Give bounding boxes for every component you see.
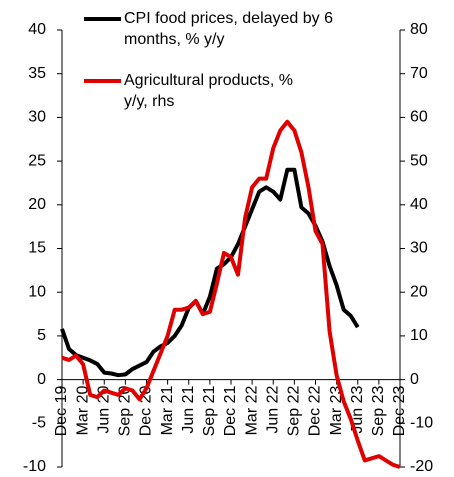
y2-tick-label: 60 [410, 109, 428, 126]
x-tick-label: Dec 23 [391, 386, 408, 437]
y2-tick-label: 70 [410, 65, 428, 82]
x-tick-label: Dec 19 [53, 386, 70, 437]
y2-tick-label: 80 [410, 21, 428, 38]
x-tick-label: Mar 21 [159, 385, 176, 435]
y2-tick-label: -20 [410, 458, 433, 475]
x-tick-label: Mar 20 [74, 385, 91, 435]
x-tick-label: Sep 22 [286, 386, 303, 437]
x-tick-label: Mar 23 [328, 385, 345, 435]
legend-label: Agricultural products, % y/y, rhs [124, 72, 293, 110]
y-tick-label: 40 [28, 21, 46, 38]
x-tick-label: Sep 20 [117, 386, 134, 437]
x-tick-label: Sep 21 [201, 386, 218, 437]
x-tick-label: Dec 22 [307, 386, 324, 437]
x-tick-label: Jun 22 [264, 386, 281, 434]
y-tick-label: 35 [28, 65, 46, 82]
y2-tick-label: 0 [410, 371, 419, 388]
y-tick-label: -10 [23, 458, 46, 475]
y2-tick-label: -10 [410, 415, 433, 432]
legend-label: CPI food prices, delayed by 6 months, % … [124, 10, 334, 48]
y-tick-label: 25 [28, 152, 46, 169]
y2-tick-label: 20 [410, 283, 428, 300]
y-tick-label: 30 [28, 109, 46, 126]
x-tick-label: Mar 22 [243, 385, 260, 435]
x-tick-label: Dec 21 [222, 386, 239, 437]
y-tick-label: 15 [28, 240, 46, 257]
y2-tick-label: 10 [410, 327, 428, 344]
x-tick-label: Jun 20 [95, 386, 112, 434]
y-tick-label: 5 [37, 327, 46, 344]
series-line [61, 119, 401, 469]
y2-tick-label: 40 [410, 196, 428, 213]
y-tick-label: 20 [28, 196, 46, 213]
series-line [60, 167, 360, 378]
x-tick-label: Jun 21 [180, 386, 197, 434]
x-tick-label: Dec 20 [138, 386, 155, 437]
x-tick-label: Sep 23 [370, 386, 387, 437]
y2-tick-label: 30 [410, 240, 428, 257]
y-tick-label: 0 [37, 371, 46, 388]
y-tick-label: 10 [28, 283, 46, 300]
y2-tick-label: 50 [410, 152, 428, 169]
y-tick-label: -5 [32, 415, 46, 432]
